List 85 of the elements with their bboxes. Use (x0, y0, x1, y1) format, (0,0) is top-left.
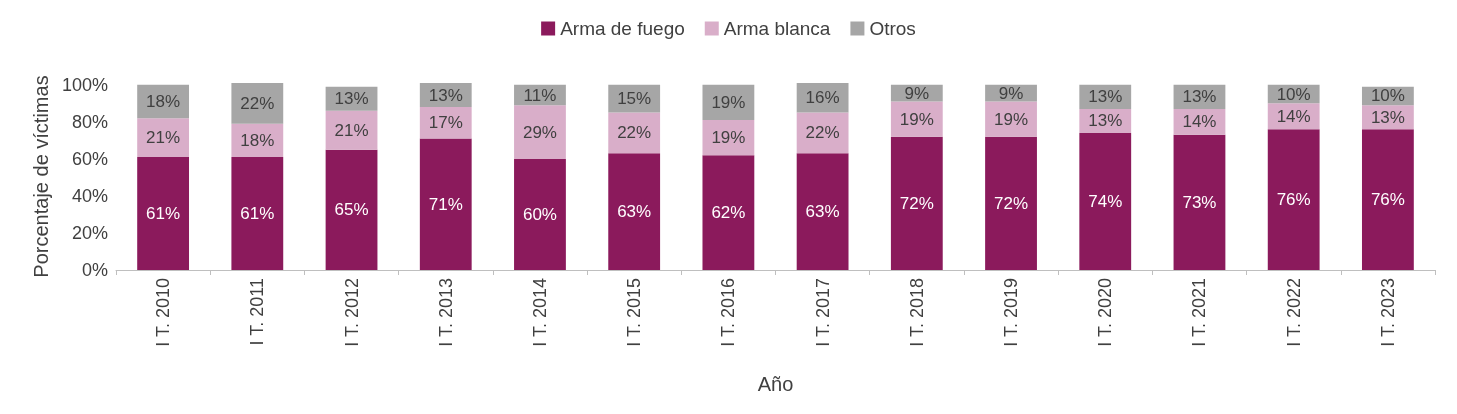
data-label: 63% (805, 202, 840, 222)
data-label: 65% (334, 200, 369, 220)
x-tick-label: I T. 2022 (1283, 278, 1304, 347)
x-axis-title: Año (757, 373, 794, 395)
data-label: 76% (1276, 190, 1311, 210)
data-label: 10% (1276, 84, 1311, 104)
data-label: 10% (1370, 86, 1405, 106)
data-label: 21% (334, 120, 369, 140)
data-label: 61% (240, 204, 275, 224)
data-label: 60% (522, 204, 557, 224)
data-label: 19% (994, 109, 1029, 129)
data-label: 63% (617, 202, 652, 222)
bar (985, 136, 1037, 270)
bar (514, 105, 566, 159)
data-label: 14% (1276, 106, 1311, 126)
data-label: 22% (617, 123, 652, 143)
data-label: 74% (1088, 191, 1123, 211)
data-label: 18% (240, 130, 275, 150)
x-tick-label: I T. 2019 (1001, 278, 1022, 347)
bar (1173, 134, 1226, 270)
legend-label: Arma de fuego (560, 18, 685, 39)
data-label: 73% (1182, 192, 1217, 212)
x-tick-label: I T. 2017 (812, 278, 833, 347)
y-tick-label: 60% (71, 148, 108, 169)
data-label: 22% (240, 93, 275, 113)
data-label: 15% (617, 89, 652, 109)
x-tick-label: I T. 2010 (153, 278, 174, 347)
data-label: 61% (146, 204, 181, 224)
data-label: 18% (146, 92, 181, 112)
bar (514, 158, 566, 270)
data-label: 71% (428, 194, 463, 214)
data-label: 17% (428, 113, 463, 133)
bar (419, 138, 472, 270)
x-tick-label: I T. 2020 (1095, 278, 1116, 347)
bar (325, 149, 378, 270)
data-label: 13% (334, 89, 369, 109)
bar (137, 157, 190, 270)
data-label: 19% (711, 128, 746, 148)
x-tick-label: I T. 2012 (341, 278, 362, 347)
data-label: 19% (711, 92, 746, 112)
data-label: 13% (1182, 87, 1217, 107)
data-label: 72% (994, 193, 1029, 213)
bar (608, 153, 661, 270)
data-label: 62% (711, 203, 746, 223)
x-tick-label: I T. 2023 (1377, 278, 1398, 347)
y-tick-label: 40% (71, 185, 108, 206)
y-tick-label: 100% (61, 74, 108, 95)
data-label: 13% (428, 85, 463, 105)
x-tick-label: I T. 2021 (1189, 278, 1210, 347)
bar (419, 107, 472, 139)
data-label: 13% (1370, 107, 1405, 127)
x-tick-label: I T. 2014 (529, 278, 550, 347)
y-tick-label: 0% (81, 260, 108, 280)
data-label: 76% (1370, 190, 1405, 210)
data-label: 16% (805, 88, 840, 108)
data-label: 29% (522, 122, 557, 142)
y-tick-label: 20% (71, 222, 108, 243)
data-label: 19% (899, 109, 934, 129)
x-tick-label: I T. 2015 (624, 278, 645, 347)
bar (231, 83, 284, 124)
legend-label: Arma blanca (723, 18, 831, 39)
data-label: 9% (998, 83, 1024, 103)
x-tick-label: I T. 2011 (247, 278, 268, 346)
bar (796, 153, 849, 270)
data-label: 72% (899, 193, 934, 213)
data-label: 21% (146, 128, 181, 148)
x-tick-label: I T. 2016 (718, 278, 739, 347)
bar (1267, 129, 1320, 270)
bar (1361, 129, 1414, 270)
bar (702, 155, 755, 270)
data-label: 22% (805, 123, 840, 143)
bar (231, 157, 284, 270)
bar (1079, 132, 1132, 270)
bar (137, 118, 190, 158)
y-axis-title: Porcentaje de víctimas (30, 75, 53, 278)
data-label: 14% (1182, 112, 1217, 132)
x-tick-label: I T. 2018 (906, 278, 927, 347)
y-tick-label: 80% (71, 111, 108, 132)
legend-label: Otros (869, 18, 916, 39)
x-tick-label: I T. 2013 (435, 278, 456, 347)
data-label: 9% (904, 83, 930, 103)
data-label: 11% (523, 85, 557, 105)
data-label: 13% (1088, 87, 1123, 107)
bar (890, 136, 943, 270)
data-label: 13% (1088, 111, 1123, 131)
